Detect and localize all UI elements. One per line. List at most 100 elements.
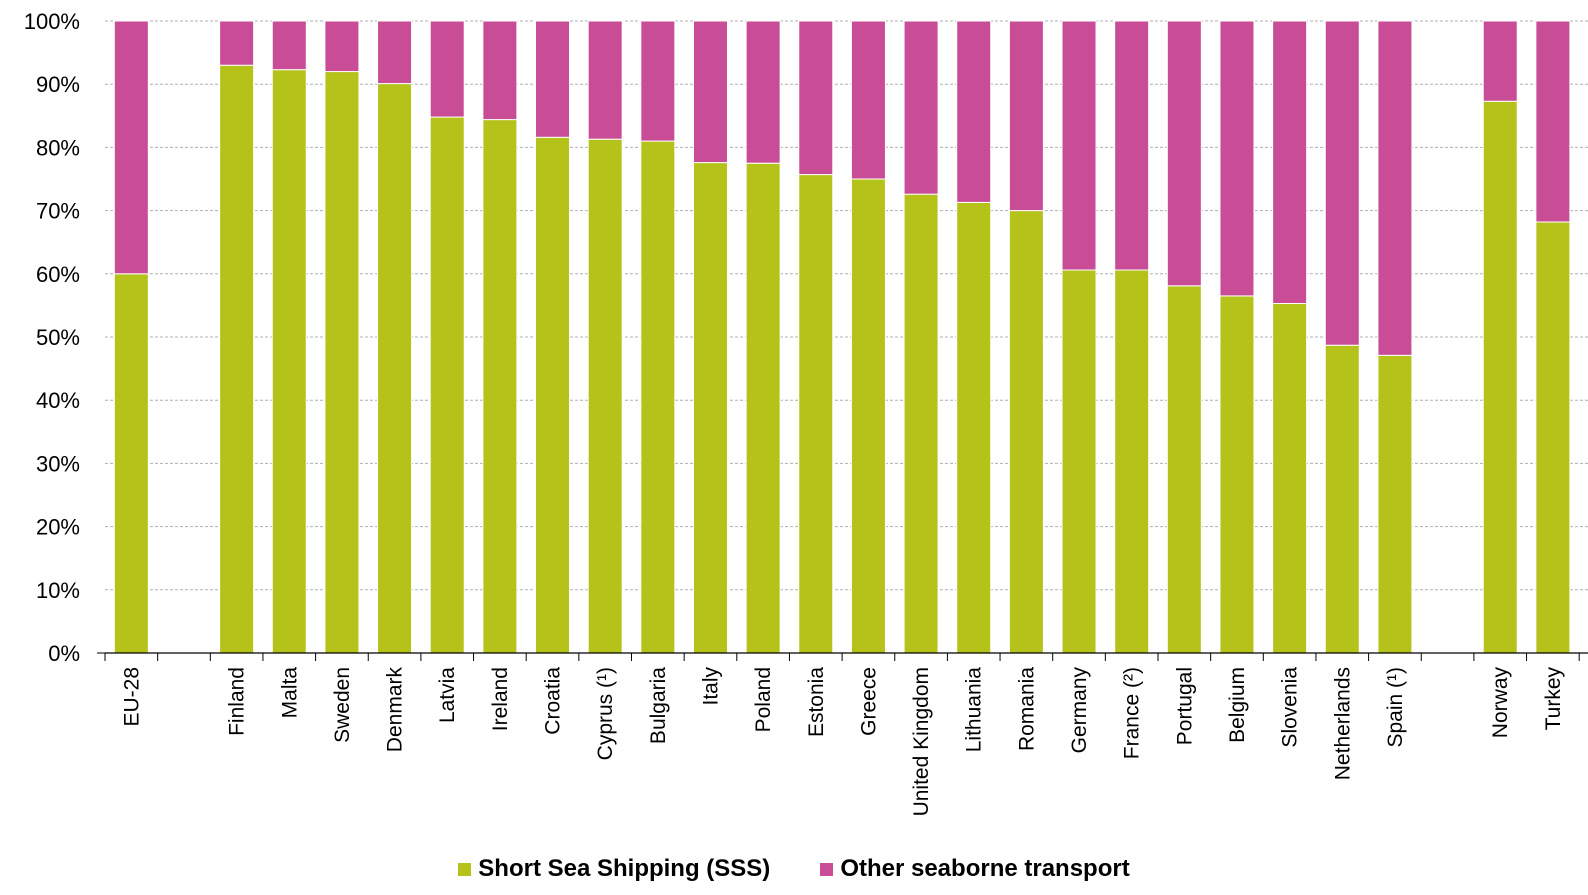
bar-sss-france [1114,269,1150,654]
legend: Short Sea Shipping (SSS) Other seaborne … [0,852,1588,886]
bar-sss-croatia [535,136,571,654]
bar-other-denmark [377,20,413,85]
legend-label-other: Other seaborne transport [840,855,1130,882]
bar-other-italy [692,20,728,164]
x-axis: EU-28 Finland Malta Sweden Denmark Latvia Irel… [104,652,1588,816]
bar-other-croatia [535,20,571,138]
bar-sss-united-kingdom [903,193,939,654]
y-tick-label: 0% [48,641,80,666]
y-tick-label: 70% [36,199,80,224]
x-tick-label-croatia: Croatia [542,667,565,735]
legend-item-sss: Short Sea Shipping (SSS) [458,855,770,883]
bar-other-eu-28 [113,20,149,275]
bar-other-belgium [1219,20,1255,297]
y-tick-label: 10% [36,578,80,603]
bar-other-estonia [798,20,834,176]
x-tick-label-poland: Poland [752,667,775,732]
bar-sss-lithuania [956,201,992,654]
x-tick-label-latvia: Latvia [436,667,459,723]
x-tick-label-belgium: Belgium [1226,667,1249,743]
x-tick-label-malta: Malta [278,667,301,719]
bar-other-sweden [324,20,360,73]
bar-other-bulgaria [640,20,676,142]
legend-item-other: Other seaborne transport [820,855,1130,883]
x-tick-label-italy: Italy [699,667,722,706]
bar-sss-belgium [1219,295,1255,654]
x-tick-label-slovenia: Slovenia [1279,667,1302,748]
bar-other-finland [219,20,255,66]
y-tick-label: 40% [36,388,80,413]
bar-other-latvia [429,20,465,118]
bars [113,20,1571,654]
bar-sss-portugal [1166,285,1202,654]
x-tick-label-united-kingdom: United Kingdom [910,667,933,816]
bar-other-lithuania [956,20,992,203]
bar-sss-slovenia [1272,303,1308,654]
bar-sss-germany [1061,269,1097,654]
bar-sss-norway [1482,100,1518,654]
bar-sss-bulgaria [640,140,676,654]
x-tick-label-spain: Spain (¹) [1384,667,1407,748]
bar-other-poland [745,20,781,164]
bar-sss-malta [271,69,307,654]
y-tick-label: 30% [36,451,80,476]
bar-sss-italy [692,162,728,654]
legend-swatch-other [820,862,834,876]
bar-other-norway [1482,20,1518,102]
x-tick-label-ireland: Ireland [489,667,512,731]
x-tick-label-estonia: Estonia [805,667,828,737]
y-tick-label: 90% [36,72,80,97]
bar-other-ireland [482,20,518,121]
bar-sss-cyprus [587,138,623,654]
bar-other-germany [1061,20,1097,271]
bar-other-slovenia [1272,20,1308,305]
bar-other-turkey [1535,20,1571,223]
x-tick-label-eu-28: EU-28 [120,667,143,727]
bar-sss-finland [219,64,255,654]
x-tick-label-portugal: Portugal [1173,667,1196,745]
bar-other-romania [1008,20,1044,212]
bar-sss-poland [745,162,781,654]
x-tick-label-cyprus: Cyprus (¹) [594,667,617,760]
x-tick-label-greece: Greece [857,667,880,736]
bar-sss-spain [1377,354,1413,654]
bar-sss-latvia [429,116,465,654]
y-axis: 0% 10% 20% 30% 40% 50% 60% 70% 80% 90% 100% [24,9,105,666]
bar-sss-denmark [377,83,413,654]
legend-label-sss: Short Sea Shipping (SSS) [478,855,771,882]
bar-other-netherlands [1324,20,1360,346]
x-tick-label-bulgaria: Bulgaria [647,667,670,744]
bar-sss-romania [1008,210,1044,654]
bar-sss-turkey [1535,221,1571,654]
y-tick-label: 60% [36,262,80,287]
x-tick-label-germany: Germany [1068,667,1091,754]
x-tick-label-sweden: Sweden [331,667,354,743]
y-tick-label: 100% [24,9,80,34]
x-tick-label-turkey: Turkey [1542,667,1565,731]
bar-sss-netherlands [1324,344,1360,654]
x-tick-label-netherlands: Netherlands [1331,667,1354,780]
x-tick-label-norway: Norway [1489,667,1512,739]
bar-other-cyprus [587,20,623,140]
legend-swatch-sss [458,862,472,876]
bar-other-spain [1377,20,1413,356]
bar-sss-ireland [482,119,518,654]
y-tick-label: 50% [36,325,80,350]
x-tick-label-romania: Romania [1015,667,1038,751]
bar-sss-eu-28 [113,273,149,654]
x-tick-label-finland: Finland [226,667,249,736]
bar-other-france [1114,20,1150,271]
y-tick-label: 80% [36,135,80,160]
x-tick-label-denmark: Denmark [384,667,407,753]
y-tick-label: 20% [36,515,80,540]
bar-sss-sweden [324,71,360,654]
bar-other-malta [271,20,307,71]
stacked-bar-chart: 0% 10% 20% 30% 40% 50% 60% 70% 80% 90% 100% EU-28 F… [24,9,1588,816]
bar-other-greece [850,20,886,180]
x-tick-label-lithuania: Lithuania [963,667,986,753]
x-tick-label-france: France (²) [1121,667,1144,759]
bar-other-united-kingdom [903,20,939,195]
bar-sss-greece [850,178,886,654]
bar-sss-estonia [798,174,834,654]
bar-other-portugal [1166,20,1202,287]
